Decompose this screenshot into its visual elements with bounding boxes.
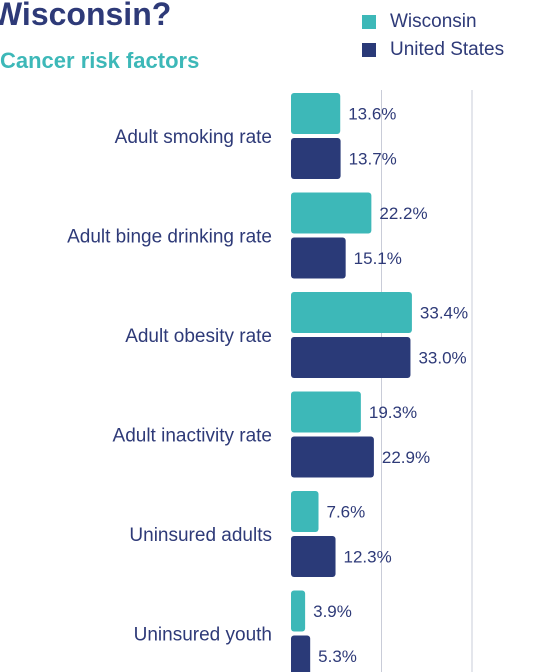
- data-label: 7.6%: [327, 503, 366, 522]
- bar-united-states: [291, 138, 341, 179]
- legend-swatch-united-states: [362, 43, 376, 57]
- legend-label-united-states: United States: [390, 39, 505, 60]
- category-label: Uninsured youth: [134, 625, 272, 646]
- category-label: Adult binge drinking rate: [67, 227, 272, 248]
- data-label: 5.3%: [318, 647, 357, 666]
- bar-wisconsin: [291, 491, 319, 532]
- category-label: Adult obesity rate: [125, 326, 272, 347]
- bar-united-states: [291, 436, 374, 478]
- chart-title: Wisconsin?: [0, 0, 172, 32]
- bar-wisconsin: [291, 590, 306, 632]
- data-label: 22.9%: [382, 448, 430, 467]
- bar-united-states: [291, 237, 346, 279]
- legend-item-united-states: United States: [362, 36, 504, 64]
- bar-wisconsin: [291, 391, 361, 433]
- data-label: 12.3%: [344, 548, 392, 567]
- category-label: Uninsured adults: [129, 525, 272, 546]
- bar-wisconsin: [291, 192, 372, 234]
- category-label: Adult smoking rate: [115, 127, 272, 148]
- bar-united-states: [291, 337, 411, 378]
- legend-swatch-wisconsin: [362, 15, 376, 29]
- data-label: 13.6%: [348, 105, 396, 124]
- data-label: 19.3%: [369, 403, 417, 422]
- data-label: 3.9%: [313, 602, 352, 621]
- legend-label-wisconsin: Wisconsin: [390, 11, 477, 32]
- legend-item-wisconsin: Wisconsin: [362, 8, 504, 36]
- data-label: 33.4%: [420, 304, 468, 323]
- data-label: 22.2%: [379, 204, 427, 223]
- data-label: 33.0%: [418, 349, 466, 368]
- bar-wisconsin: [291, 93, 341, 134]
- legend: Wisconsin United States: [362, 8, 504, 64]
- data-label: 15.1%: [354, 249, 402, 268]
- bar-united-states: [291, 536, 336, 577]
- bar-wisconsin: [291, 292, 412, 333]
- chart-subtitle: Cancer risk factors: [0, 48, 200, 73]
- data-label: 13.7%: [349, 150, 397, 169]
- bar-united-states: [291, 635, 311, 672]
- category-label: Adult inactivity rate: [113, 426, 272, 447]
